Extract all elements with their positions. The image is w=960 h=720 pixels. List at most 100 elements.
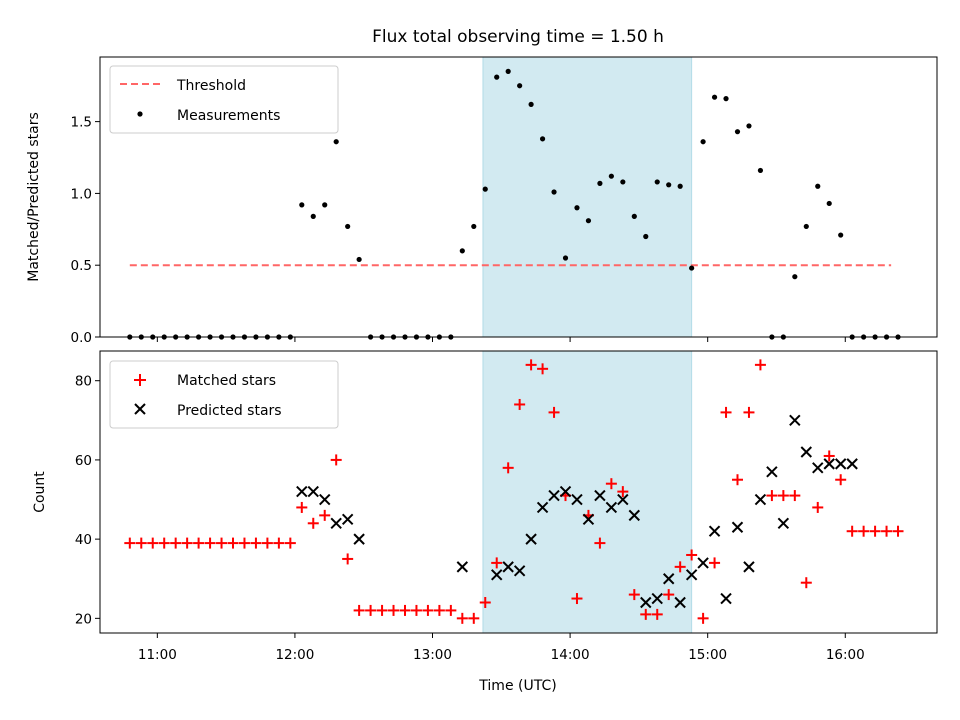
measurement-point (620, 179, 626, 185)
matched-point (181, 537, 193, 549)
matched-point (399, 604, 411, 616)
y-tick-label: 0.5 (71, 258, 92, 274)
measurement-point (345, 223, 351, 230)
measurement-point (333, 139, 339, 145)
predicted-point (777, 517, 790, 529)
y-tick-label: 1.5 (71, 115, 92, 131)
matched-point (468, 612, 480, 624)
matched-point (376, 604, 388, 616)
matched-point (147, 537, 159, 549)
x-tick-label: 13:00 (413, 647, 452, 663)
matched-point (307, 517, 319, 529)
matched-point (846, 525, 858, 537)
x-tick-label: 14:00 (551, 647, 590, 663)
predicted-point (296, 485, 308, 498)
matched-point (273, 537, 285, 549)
bottom-axes-frame (99, 350, 938, 634)
predicted-point (571, 493, 583, 506)
matched-point (812, 501, 824, 513)
matched-point (823, 450, 835, 462)
measurement-point (826, 200, 832, 207)
matched-point (594, 537, 606, 549)
predicted-points (296, 414, 858, 609)
measurement-point (528, 101, 534, 107)
predicted-point (582, 513, 595, 526)
predicted-point (341, 513, 354, 526)
matched-point (330, 454, 342, 466)
matched-point (238, 537, 250, 549)
bottom-legend-box (109, 360, 339, 429)
measurement-point (815, 183, 821, 189)
bottom-legend: Matched stars Predicted stars (109, 360, 339, 429)
top-legend-box (109, 65, 339, 134)
predicted-point (823, 458, 835, 470)
predicted-point (662, 573, 675, 585)
measurement-point (459, 248, 465, 254)
measurement-point (505, 68, 511, 74)
matched-point (709, 557, 721, 569)
y-tick-label: 60 (75, 453, 92, 469)
chart-title: Flux total observing time = 1.50 h (372, 27, 664, 47)
matched-point (410, 604, 422, 616)
legend-threshold-label: Threshold (176, 78, 246, 94)
predicted-point (502, 561, 514, 573)
matched-point (284, 537, 296, 549)
matched-point (525, 359, 537, 371)
measurement-point (585, 218, 592, 224)
measurement-point (700, 139, 706, 145)
measurement-point (597, 180, 603, 186)
predicted-point (812, 462, 824, 474)
matched-point (296, 501, 308, 513)
measurement-point (734, 129, 741, 135)
predicted-point (307, 485, 319, 498)
top-shaded-span (482, 56, 693, 338)
matched-point (502, 462, 514, 474)
matched-point (754, 359, 766, 371)
measurement-point (482, 186, 488, 192)
predicted-point (628, 509, 641, 522)
predicted-point (743, 561, 755, 573)
matched-point (731, 474, 743, 486)
matched-point (789, 490, 801, 502)
legend-matched-label: Matched stars (177, 373, 276, 389)
matched-point (353, 604, 365, 616)
matched-point (227, 537, 239, 549)
top-legend: Threshold Measurements (109, 65, 339, 134)
top-y-axis-label: Matched/Predicted stars (26, 112, 42, 282)
measurement-point (666, 182, 672, 188)
measurement-point (562, 255, 569, 261)
measurement-point (711, 94, 718, 100)
predicted-point (697, 557, 709, 569)
measurement-point (746, 123, 752, 129)
legend-measurement-swatch (137, 111, 143, 117)
matched-point (869, 525, 881, 537)
matched-point (881, 525, 893, 537)
measurement-point (322, 202, 328, 208)
predicted-point (685, 569, 698, 581)
matched-point (571, 593, 583, 605)
matched-point (743, 406, 755, 418)
top-panel: 0.0 0.5 1.0 1.5 Matched/Predicted stars Thr… (26, 56, 938, 346)
x-tick-label: 15:00 (688, 647, 727, 663)
matched-point (628, 589, 640, 601)
matched-point (319, 509, 331, 521)
measurement-point (723, 96, 729, 102)
matched-point (491, 557, 503, 569)
measurement-point (494, 74, 500, 80)
matched-point (674, 561, 686, 573)
matched-point (193, 537, 205, 549)
matched-point (537, 363, 549, 375)
measurement-point (838, 232, 844, 238)
measurement-point (551, 189, 557, 195)
matched-point (365, 604, 377, 616)
matched-point (892, 525, 904, 537)
matched-point (605, 478, 617, 490)
matched-point (433, 604, 445, 616)
matched-point (651, 608, 663, 620)
predicted-point (708, 525, 721, 537)
matched-point (640, 608, 652, 620)
matched-point (250, 537, 262, 549)
predicted-point (754, 493, 767, 506)
measurement-point (608, 173, 614, 179)
predicted-point (513, 565, 526, 577)
